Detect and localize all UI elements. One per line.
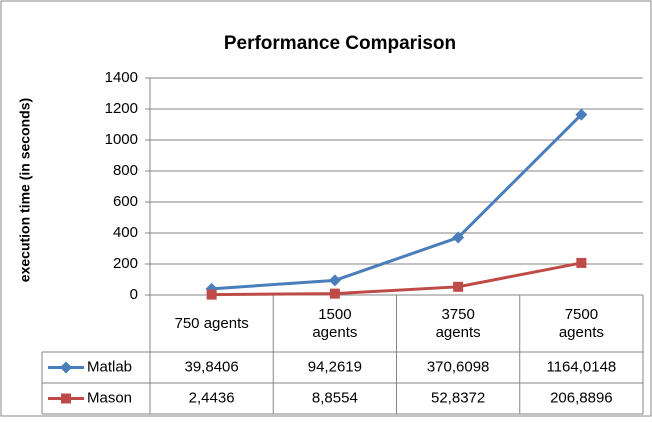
marker <box>575 108 588 121</box>
x-tick-label-wrap: 750 agents <box>150 295 273 352</box>
marker <box>329 288 340 299</box>
y-tick-label: 800 <box>113 162 138 179</box>
marker <box>452 231 465 244</box>
marker <box>206 289 217 300</box>
table-value: 2,4436 <box>189 389 235 406</box>
legend-label: Mason <box>87 389 132 406</box>
x-tick-label-box: 750 agents <box>150 295 273 352</box>
x-tick-label-wrap: 3750 agents <box>397 295 520 352</box>
x-tick-label: 750 agents <box>174 314 249 332</box>
x-tick-label: 1500 agents <box>312 305 358 341</box>
y-tick-label: 200 <box>113 255 138 272</box>
marker <box>328 274 341 287</box>
y-tick-label: 1400 <box>105 69 138 86</box>
table-value: 1164,0148 <box>546 358 616 375</box>
marker <box>61 393 71 404</box>
series-line <box>211 261 582 297</box>
table-value: 8,8554 <box>312 389 358 406</box>
y-tick-label: 600 <box>113 193 138 210</box>
y-tick-label: 400 <box>113 224 138 241</box>
y-tick-label: 1000 <box>105 131 138 148</box>
table-value: 39,8406 <box>185 358 239 375</box>
x-tick-label-box: 1500 agents <box>273 295 396 352</box>
table-value: 52,8372 <box>431 389 485 406</box>
y-tick-label: 0 <box>130 286 138 303</box>
marker <box>453 281 464 292</box>
series-line <box>211 113 583 291</box>
x-tick-label-box: 7500 agents <box>520 295 643 352</box>
marker <box>60 361 72 374</box>
table-value: 94,2619 <box>308 358 362 375</box>
x-tick-label-wrap: 1500 agents <box>273 295 396 352</box>
table-value: 206,8896 <box>550 389 613 406</box>
x-tick-label: 3750 agents <box>435 305 481 341</box>
chart-title: Performance Comparison <box>224 33 456 54</box>
x-tick-label: 7500 agents <box>558 305 604 341</box>
x-tick-label-wrap: 7500 agents <box>520 295 643 352</box>
y-tick-label: 1200 <box>105 100 138 117</box>
y-axis-label: execution time (in seconds) <box>17 98 33 282</box>
table-value: 370,6098 <box>427 358 490 375</box>
x-tick-label-box: 3750 agents <box>397 295 520 352</box>
marker <box>576 257 587 268</box>
legend-label: Matlab <box>87 358 132 375</box>
